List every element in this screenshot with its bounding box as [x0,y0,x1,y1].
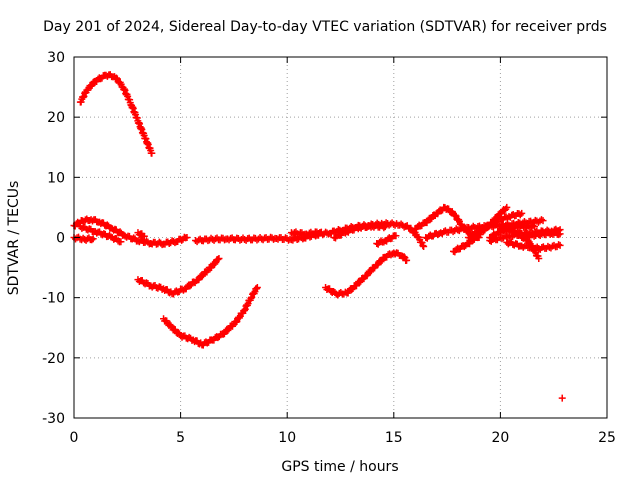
y-axis-label: SDTVAR / TECUs [6,181,22,296]
x-tick-label: 25 [598,430,616,446]
y-tick-label: 30 [47,50,65,66]
series-arc-east-g [486,225,564,245]
series-arc-short [373,232,400,248]
grid-lines [74,57,607,418]
series-arc-near-zero-c [76,223,125,246]
series-arc-mid-low [134,255,223,298]
series-arc-east-h [496,221,539,234]
data-series [70,71,566,402]
series-arc-east-c [464,209,526,242]
y-tick-label: 10 [47,170,65,186]
y-tick-label: -20 [42,351,65,367]
series-arc-high [76,71,156,157]
series-arc-deep-low [160,283,261,349]
y-tick-label: -30 [42,411,65,427]
axis-ticks: 0 5 10 15 20 25 -30 -20 -10 0 10 20 30 [42,50,616,446]
y-tick-label: -10 [42,291,65,307]
x-tick-label: 0 [70,430,79,446]
x-axis-label: GPS time / hours [281,459,398,475]
x-tick-label: 20 [491,430,509,446]
series-arc-near-zero-g [330,221,389,242]
series-arc-near-zero-a [70,215,191,249]
x-tick-label: 10 [278,430,296,446]
series-outlier [558,394,566,402]
y-tick-label: 0 [56,231,65,247]
series-arc-recovery [322,249,411,299]
y-tick-label: 20 [47,110,65,126]
series-arc-near-zero-f [287,228,325,239]
chart-title: Day 201 of 2024, Sidereal Day-to-day VTE… [43,19,607,35]
series-arc-near-zero-b [70,233,97,244]
series-arc-near-zero-d [134,229,148,240]
x-tick-label: 5 [176,430,185,446]
x-tick-label: 15 [385,430,403,446]
series-arc-east-e [503,238,564,253]
